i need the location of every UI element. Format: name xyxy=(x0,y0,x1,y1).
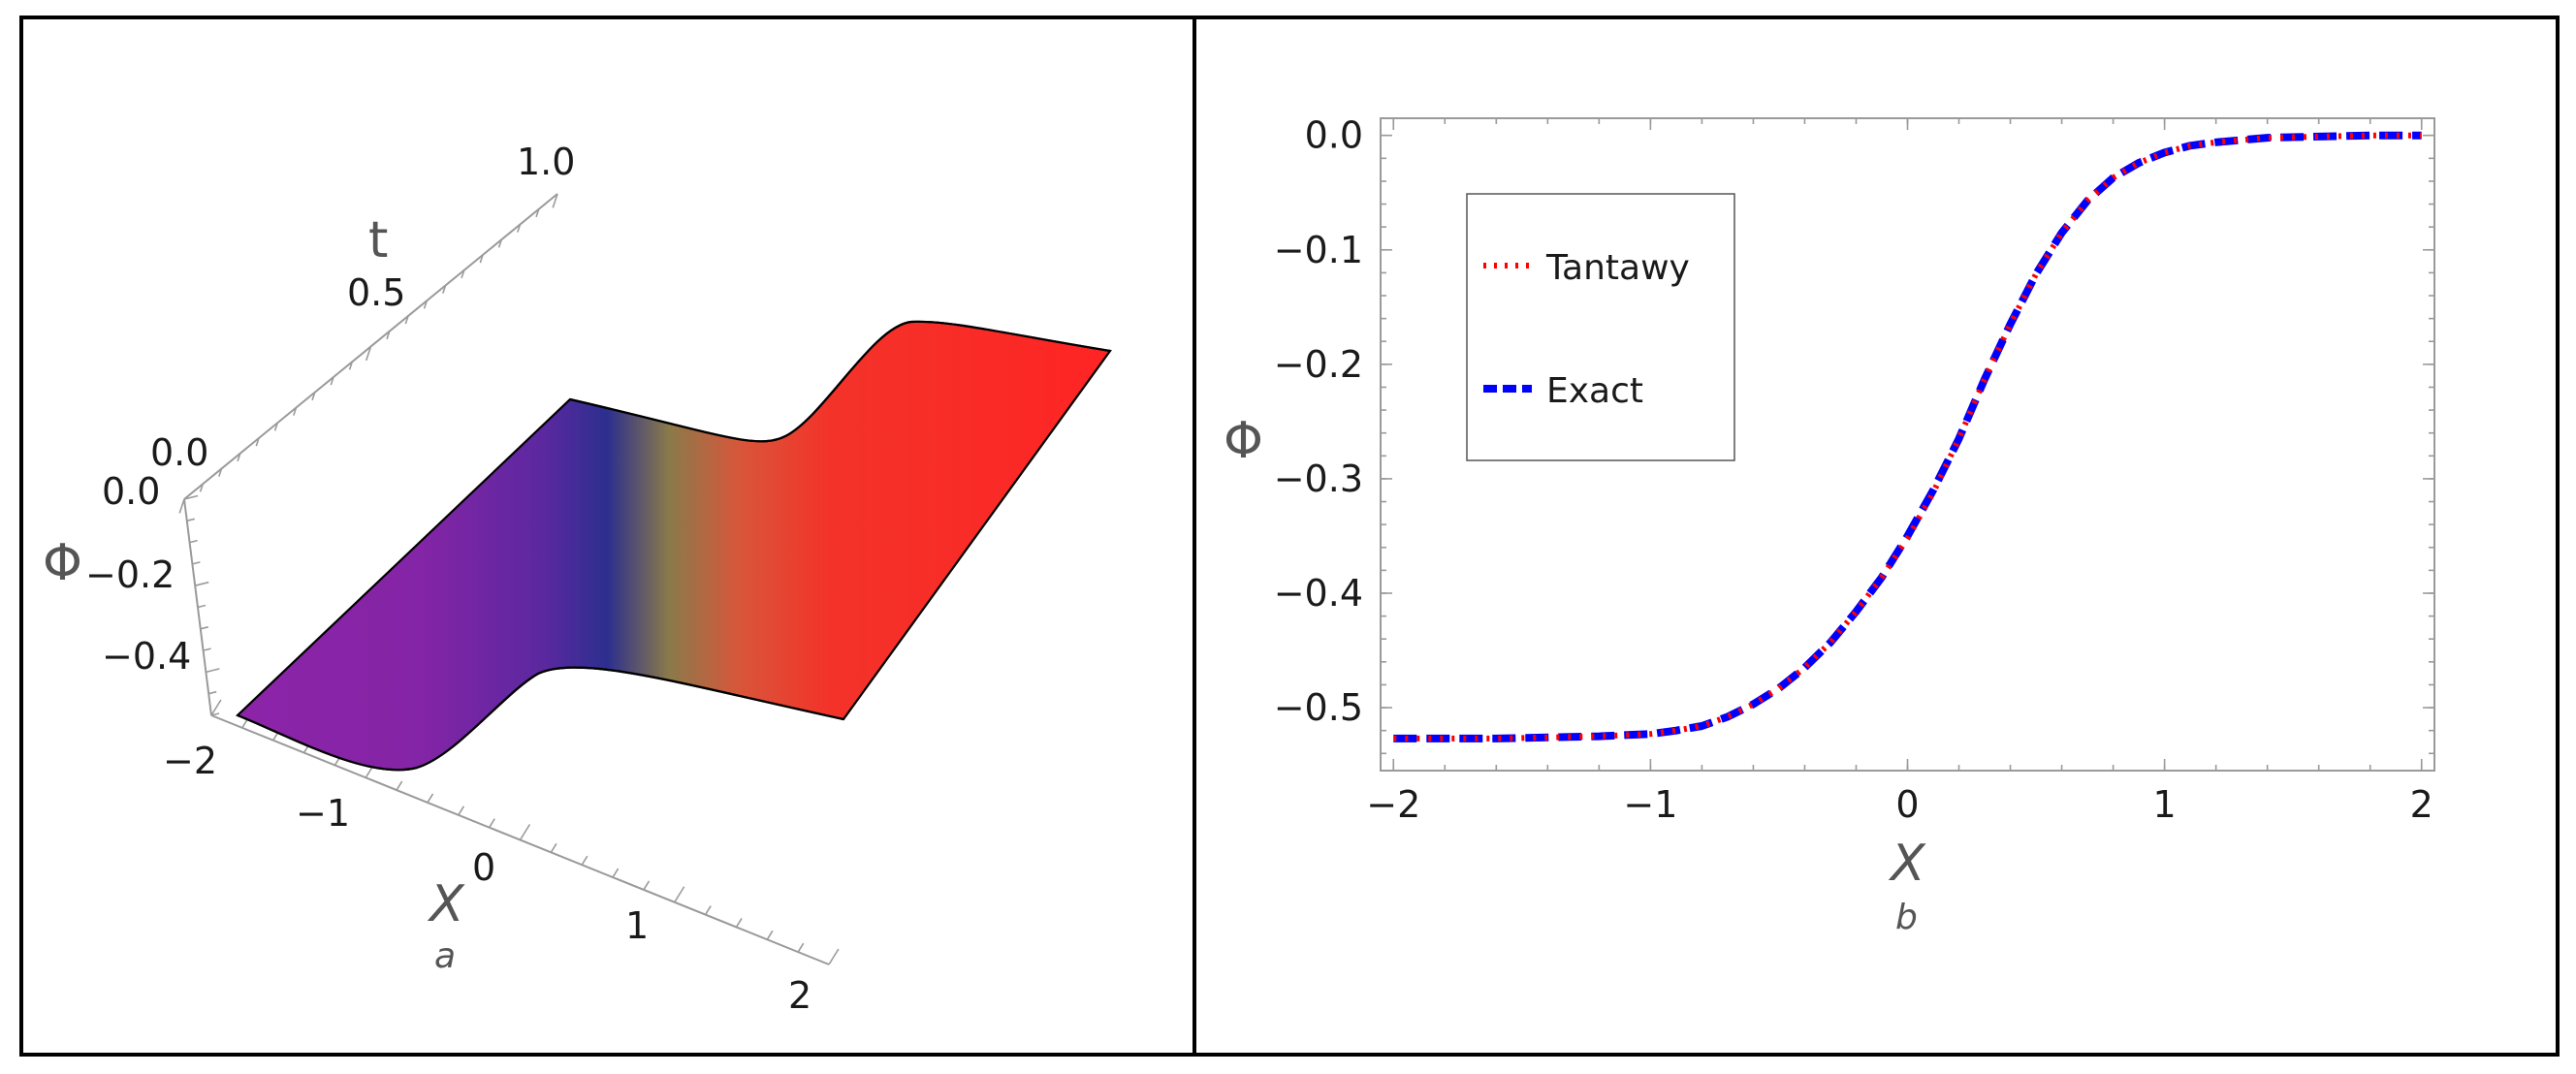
x-tick-label: −2 xyxy=(163,740,217,782)
x-axis-label: X xyxy=(427,875,465,933)
y-tick-label: −0.3 xyxy=(1274,458,1363,500)
x-tick xyxy=(427,793,434,804)
x-tick xyxy=(797,942,805,953)
y-tick-label: −0.2 xyxy=(1274,343,1363,386)
x-tick xyxy=(766,930,774,940)
panel-b-sublabel: b xyxy=(1895,898,1918,937)
series-line-exact xyxy=(1393,131,2422,742)
x-tick-label: 2 xyxy=(788,974,811,1017)
series-layer xyxy=(1393,131,2422,742)
y-axis-label: Φ xyxy=(1224,412,1263,470)
phi-tick xyxy=(186,518,195,522)
y-tick-label: −0.1 xyxy=(1274,229,1363,271)
t-tick-label: 0.5 xyxy=(347,271,405,314)
phi-tick xyxy=(203,648,211,651)
legend-box xyxy=(1466,193,1735,461)
surface-back-edge xyxy=(569,320,1111,443)
surface xyxy=(235,320,1112,772)
phi-axis-ticks xyxy=(183,494,220,716)
t-tick xyxy=(461,269,465,279)
phi-tick xyxy=(192,561,201,565)
x-axis-label: X xyxy=(1888,835,1926,893)
x-tick xyxy=(241,718,249,729)
y-tick-label: −0.4 xyxy=(1274,572,1363,615)
phi-tick xyxy=(206,668,220,674)
t-tick xyxy=(255,437,260,447)
t-tick xyxy=(497,238,503,248)
t-axis-ticks xyxy=(178,193,558,514)
y-tick-label: 0.0 xyxy=(1305,114,1363,157)
axis-ticks xyxy=(1381,118,2434,771)
t-tick xyxy=(293,407,298,416)
t-tick-label: 0.0 xyxy=(150,431,208,474)
x-tick-label: 0 xyxy=(472,846,495,889)
x-tick-label: 1 xyxy=(625,904,649,947)
phi-tick xyxy=(200,626,208,630)
panel-a-sublabel: a xyxy=(434,936,456,976)
t-tick xyxy=(517,224,522,233)
phi-tick xyxy=(197,604,207,609)
x-tick xyxy=(550,842,557,853)
x-tick xyxy=(704,905,712,916)
t-tick xyxy=(330,376,334,386)
phi-tick-label: 0.0 xyxy=(102,470,160,513)
x-tick xyxy=(210,699,222,716)
x-tick xyxy=(643,880,651,891)
t-tick xyxy=(237,453,241,462)
phi-tick xyxy=(189,539,198,544)
phi-tick xyxy=(210,712,220,716)
panel-b-line-plot: −2 −1 0 1 2 0.0 −0.1 −0.2 −0.3 −0.4 −0.5 Tantawy E… xyxy=(1224,114,2435,937)
t-tick xyxy=(552,193,558,208)
t-tick xyxy=(442,285,447,294)
t-tick xyxy=(273,422,279,431)
panel-a-surface-plot: −2 −1 0 1 2 0.0 0.5 1.0 0.0 −0.2 −0.4 X … xyxy=(43,141,1112,1017)
x-tick xyxy=(488,818,495,829)
x-tick xyxy=(612,868,620,878)
panel-b-frame xyxy=(1193,16,2560,1057)
x-tick xyxy=(674,886,685,903)
phi-tick xyxy=(195,581,209,586)
x-tick xyxy=(581,855,588,866)
x-tick-label: 0 xyxy=(1895,783,1919,826)
t-tick xyxy=(404,315,409,325)
phi-tick-label: −0.2 xyxy=(85,553,175,596)
t-axis-label: t xyxy=(368,211,388,269)
t-tick xyxy=(365,346,372,362)
t-tick xyxy=(311,392,316,401)
t-tick xyxy=(423,300,429,309)
x-tick xyxy=(519,824,531,840)
phi-axis-label: Φ xyxy=(43,534,82,592)
t-tick xyxy=(218,468,223,477)
t-tick xyxy=(178,498,185,514)
x-tick-label: −1 xyxy=(1623,783,1677,826)
legend-label-exact: Exact xyxy=(1546,371,1643,411)
y-tick-label: −0.5 xyxy=(1274,686,1363,729)
t-tick xyxy=(386,331,391,340)
x-tick-label: −2 xyxy=(1366,783,1420,826)
x-tick-label: 2 xyxy=(2410,783,2433,826)
x-tick-label: 1 xyxy=(2153,783,2177,826)
legend-label-tantawy: Tantawy xyxy=(1545,248,1690,288)
x-tick-label: −1 xyxy=(296,792,350,835)
x-tick xyxy=(396,780,403,791)
t-tick xyxy=(535,208,540,218)
x-tick xyxy=(458,806,465,816)
surface-front-edge xyxy=(237,666,844,772)
t-tick xyxy=(479,254,484,264)
t-tick xyxy=(199,483,205,492)
phi-tick-label: −0.4 xyxy=(102,635,191,678)
x-tick xyxy=(828,948,840,965)
phi-tick xyxy=(208,690,217,695)
x-tick xyxy=(735,918,743,928)
phi-tick xyxy=(183,494,199,500)
t-tick xyxy=(348,361,354,370)
t-tick-label: 1.0 xyxy=(517,141,575,183)
axis-tick-labels: −2 −1 0 1 2 0.0 −0.1 −0.2 −0.3 −0.4 −0.5 xyxy=(1274,114,2433,826)
